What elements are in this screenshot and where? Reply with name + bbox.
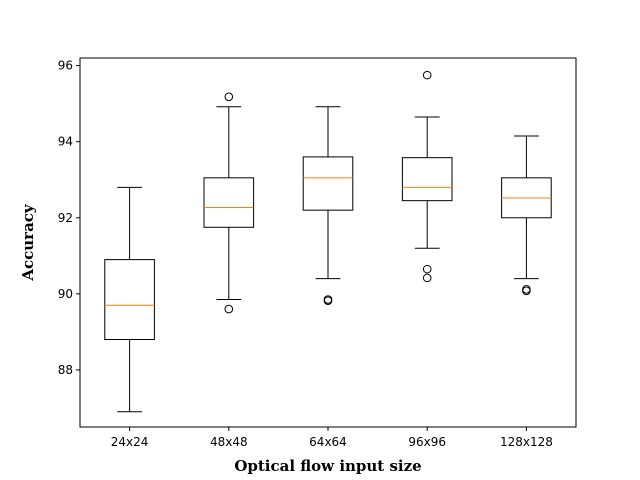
x-tick-label: 24x24 — [111, 435, 149, 449]
y-tick-label: 92 — [58, 211, 73, 225]
outlier-point — [224, 92, 234, 102]
outlier-point — [422, 264, 432, 274]
box-48x48 — [203, 92, 255, 314]
y-axis-label: Accuracy — [19, 203, 37, 282]
outlier-point — [422, 273, 432, 283]
x-axis: 24x24 48x48 64x64 96x96 128x128 — [111, 427, 553, 449]
x-tick-label: 64x64 — [309, 435, 347, 449]
outlier-point — [422, 70, 432, 80]
box-128x128 — [501, 135, 552, 296]
iqr-box — [203, 177, 255, 228]
y-tick-label: 94 — [58, 135, 73, 149]
iqr-box — [302, 156, 354, 211]
plot-frame — [79, 57, 577, 428]
x-tick-label: 96x96 — [408, 435, 446, 449]
y-axis: 88 90 92 94 96 — [58, 59, 80, 377]
outlier-point — [323, 296, 333, 306]
outlier-point — [522, 286, 531, 296]
y-tick-label: 88 — [58, 363, 73, 377]
outlier-point — [224, 304, 234, 314]
box-96x96 — [401, 70, 453, 283]
box-64x64 — [302, 106, 354, 306]
x-axis-label: Optical flow input size — [234, 457, 421, 475]
x-tick-label: 128x128 — [500, 435, 553, 449]
y-tick-label: 90 — [58, 287, 73, 301]
plot-area — [104, 70, 552, 413]
y-tick-label: 96 — [58, 59, 73, 73]
iqr-box — [104, 259, 155, 341]
x-tick-label: 48x48 — [210, 435, 248, 449]
box-24x24 — [104, 186, 155, 413]
iqr-box — [401, 157, 453, 202]
